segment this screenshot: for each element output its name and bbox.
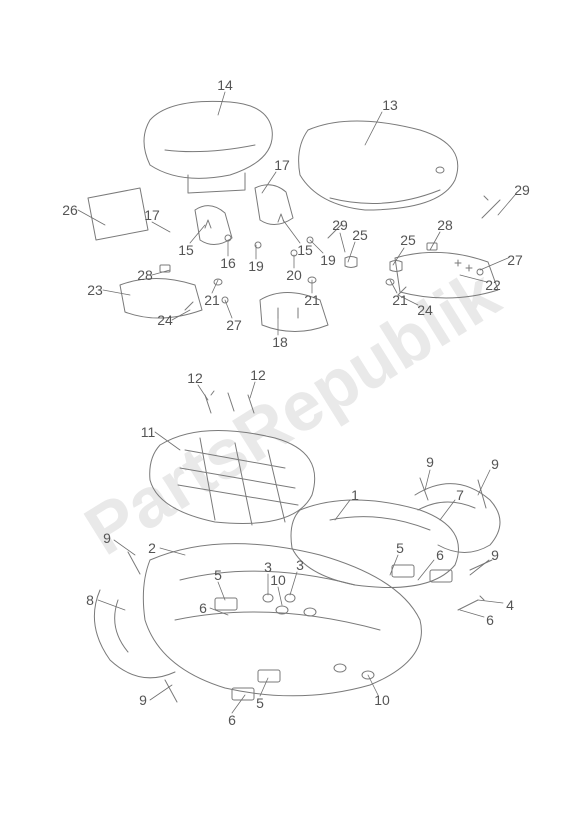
leader-line bbox=[190, 225, 205, 243]
leader-line bbox=[218, 582, 225, 600]
leader-line bbox=[310, 240, 323, 253]
leader-line bbox=[460, 610, 484, 617]
leader-line bbox=[335, 500, 350, 520]
leader-line bbox=[172, 310, 190, 320]
leader-line bbox=[480, 258, 508, 270]
leader-lines bbox=[0, 0, 583, 824]
leader-line bbox=[340, 233, 345, 252]
leader-line bbox=[160, 548, 185, 555]
leader-line bbox=[225, 300, 232, 318]
leader-line bbox=[232, 695, 245, 713]
leader-line bbox=[103, 290, 130, 295]
leader-line bbox=[114, 540, 135, 555]
leader-line bbox=[440, 500, 455, 520]
leader-line bbox=[430, 232, 440, 250]
leader-line bbox=[393, 248, 404, 265]
leader-line bbox=[348, 242, 355, 262]
leader-line bbox=[368, 675, 378, 695]
leader-line bbox=[478, 600, 503, 603]
leader-line bbox=[460, 275, 487, 282]
diagram-canvas: PartsRepublik bbox=[0, 0, 583, 824]
leader-line bbox=[390, 280, 397, 293]
leader-line bbox=[152, 222, 170, 232]
leader-line bbox=[478, 470, 490, 495]
leader-line bbox=[150, 685, 172, 700]
leader-line bbox=[152, 270, 170, 275]
leader-line bbox=[418, 560, 434, 580]
leader-line bbox=[210, 608, 228, 615]
leader-line bbox=[470, 560, 489, 575]
leader-line bbox=[425, 470, 430, 490]
leader-line bbox=[390, 555, 398, 575]
leader-line bbox=[218, 92, 225, 115]
leader-line bbox=[198, 385, 208, 400]
leader-line bbox=[78, 210, 105, 225]
leader-line bbox=[283, 220, 300, 243]
leader-line bbox=[250, 382, 255, 398]
leader-line bbox=[262, 172, 276, 193]
leader-line bbox=[278, 587, 282, 605]
leader-line bbox=[398, 295, 418, 305]
leader-line bbox=[155, 432, 180, 450]
leader-line bbox=[260, 678, 268, 696]
leader-line bbox=[212, 280, 218, 293]
leader-line bbox=[98, 600, 125, 610]
leader-line bbox=[365, 112, 382, 145]
leader-line bbox=[498, 195, 515, 215]
leader-line bbox=[290, 572, 297, 595]
